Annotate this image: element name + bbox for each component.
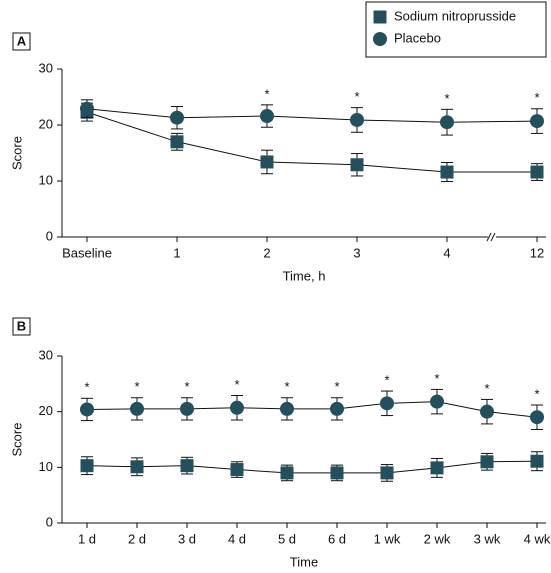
axis-break	[486, 232, 492, 242]
series-line	[86, 108, 538, 123]
circle-marker	[440, 115, 454, 130]
square-marker	[330, 466, 344, 480]
x-tick-label: 2	[263, 245, 270, 260]
significance-marker: *	[334, 379, 339, 394]
y-axis-label: Score	[9, 136, 24, 170]
circle-marker	[530, 114, 544, 129]
circle-marker	[280, 401, 294, 416]
x-tick-label: 2 d	[128, 531, 146, 546]
circle-marker	[430, 394, 444, 409]
circle-marker	[130, 401, 144, 416]
panel-label-box	[12, 317, 31, 336]
panel-label-box	[12, 32, 31, 51]
legend-box	[365, 1, 547, 58]
square-marker	[280, 466, 294, 480]
y-tick-label: 0	[46, 514, 53, 529]
significance-marker: *	[84, 380, 89, 395]
significance-marker: *	[484, 381, 489, 396]
circle-marker	[380, 396, 394, 411]
x-tick-label: 3 wk	[474, 531, 501, 546]
x-tick-label: 12	[530, 245, 544, 260]
square-marker	[350, 158, 364, 172]
circle-marker	[80, 402, 94, 417]
square-marker	[373, 10, 387, 24]
legend-label: Placebo	[394, 30, 441, 45]
x-tick-label: 4	[443, 245, 450, 260]
y-axis-label: Score	[9, 423, 24, 457]
x-axis-label: Time, h	[283, 268, 326, 283]
y-tick-label: 20	[39, 403, 53, 418]
x-tick-label: 1 wk	[374, 531, 401, 546]
axis-break-gap	[488, 233, 496, 241]
circle-marker	[480, 404, 494, 419]
y-tick-label: 10	[39, 172, 53, 187]
y-tick-label: 30	[39, 60, 53, 75]
circle-marker	[330, 401, 344, 416]
square-marker	[430, 461, 444, 475]
significance-marker: *	[134, 379, 139, 394]
square-marker	[230, 463, 244, 477]
significance-marker: *	[534, 90, 539, 105]
circle-marker	[180, 401, 194, 416]
square-marker	[130, 460, 144, 474]
significance-marker: *	[444, 91, 449, 106]
significance-marker: *	[384, 373, 389, 388]
x-tick-label: 5 d	[278, 531, 296, 546]
square-marker	[380, 466, 394, 480]
square-marker	[80, 459, 94, 473]
series-line	[86, 401, 538, 418]
significance-marker: *	[354, 89, 359, 104]
square-marker	[530, 165, 544, 179]
x-tick-label: Baseline	[62, 245, 112, 260]
x-tick-label: 4 wk	[524, 531, 551, 546]
square-marker	[480, 455, 494, 469]
circle-marker	[373, 32, 387, 46]
circle-marker	[530, 410, 544, 425]
y-tick-label: 10	[39, 459, 53, 474]
circle-marker	[170, 110, 184, 125]
axis-break	[490, 232, 496, 242]
significance-marker: *	[264, 86, 269, 101]
x-tick-label: 6 d	[328, 531, 346, 546]
square-marker	[260, 155, 274, 169]
significance-marker: *	[534, 386, 539, 401]
square-marker	[180, 459, 194, 473]
x-axis-label: Time	[290, 554, 318, 569]
square-marker	[530, 454, 544, 468]
x-tick-label: 3 d	[178, 531, 196, 546]
x-tick-label: 3	[353, 245, 360, 260]
x-tick-label: 1	[173, 245, 180, 260]
significance-marker: *	[284, 379, 289, 394]
circle-marker	[230, 400, 244, 415]
significance-marker: *	[434, 371, 439, 386]
significance-marker: *	[184, 379, 189, 394]
panel-label: B	[17, 318, 26, 333]
series-line	[86, 460, 538, 474]
y-tick-label: 0	[46, 228, 53, 243]
series-line	[86, 111, 537, 173]
square-marker	[440, 165, 454, 179]
square-marker	[170, 135, 184, 149]
circle-marker	[80, 101, 94, 116]
legend-label: Sodium nitroprusside	[394, 8, 516, 23]
x-tick-label: 2 wk	[424, 531, 451, 546]
y-tick-label: 20	[39, 116, 53, 131]
y-tick-label: 30	[39, 347, 53, 362]
x-tick-label: 1 d	[78, 531, 96, 546]
x-tick-label: 4 d	[228, 531, 246, 546]
circle-marker	[260, 109, 274, 124]
significance-marker: *	[234, 377, 239, 392]
panel-label: A	[17, 33, 27, 48]
circle-marker	[350, 112, 364, 127]
